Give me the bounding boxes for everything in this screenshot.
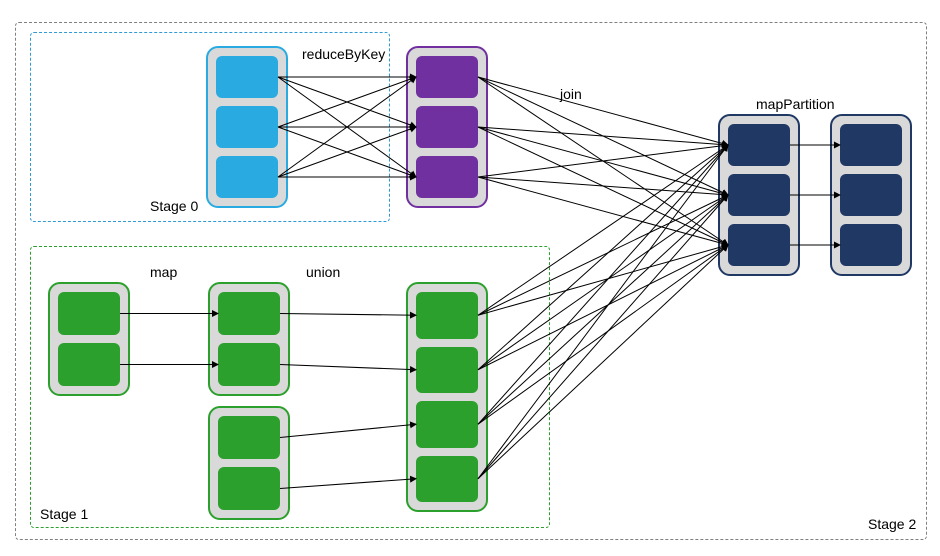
- partition: [58, 292, 120, 335]
- map-partition-label: mapPartition: [756, 96, 835, 112]
- partition: [416, 156, 478, 198]
- partition: [728, 124, 790, 166]
- partition: [416, 347, 478, 394]
- rdd-green-b: [208, 282, 290, 396]
- partition: [218, 416, 280, 459]
- diagram-container: { "canvas": { "width": 940, "height": 55…: [0, 0, 940, 556]
- join-label: join: [560, 86, 582, 102]
- rdd-green-c: [208, 406, 290, 520]
- partition: [216, 56, 278, 98]
- stage-2-label: Stage 2: [868, 516, 916, 532]
- partition: [416, 292, 478, 339]
- partition: [216, 156, 278, 198]
- partition: [416, 56, 478, 98]
- rdd-navy-join: [718, 114, 800, 276]
- partition: [218, 292, 280, 335]
- partition: [216, 106, 278, 148]
- rdd-purple: [406, 46, 488, 208]
- partition: [58, 343, 120, 386]
- rdd-green-union: [406, 282, 488, 512]
- stage-0-label: Stage 0: [150, 198, 198, 214]
- rdd-green-a: [48, 282, 130, 396]
- partition: [218, 343, 280, 386]
- partition: [416, 106, 478, 148]
- rdd-cyan: [206, 46, 288, 208]
- map-label: map: [150, 264, 177, 280]
- partition: [840, 124, 902, 166]
- reduce-by-key-label: reduceByKey: [302, 46, 385, 62]
- partition: [218, 467, 280, 510]
- partition: [728, 174, 790, 216]
- union-label: union: [306, 264, 340, 280]
- partition: [728, 224, 790, 266]
- partition: [840, 224, 902, 266]
- rdd-navy-map: [830, 114, 912, 276]
- partition: [416, 456, 478, 503]
- stage-1-label: Stage 1: [40, 506, 88, 522]
- partition: [416, 401, 478, 448]
- partition: [840, 174, 902, 216]
